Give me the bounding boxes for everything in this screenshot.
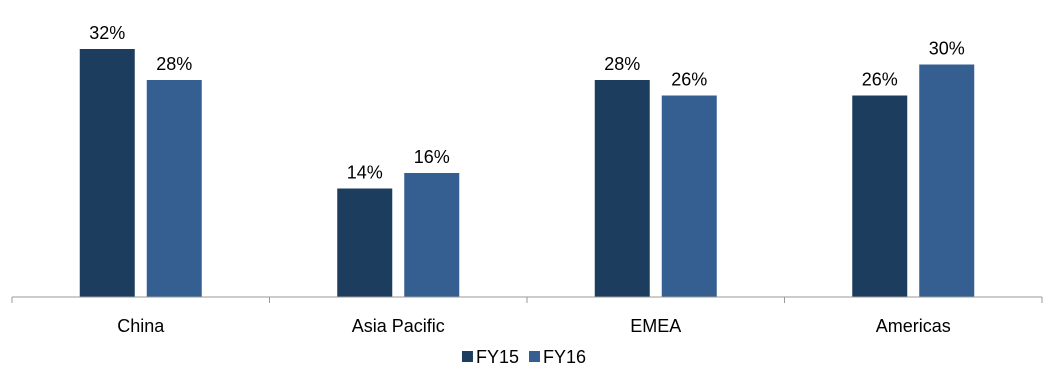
legend-swatch-fy16 — [529, 351, 540, 362]
bar-fy15-emea — [594, 80, 650, 297]
value-labels-layer: 32% 28% 14% 16% 28% 26% 26% 30% — [89, 23, 965, 183]
data-label-fy15-emea: 28% — [604, 54, 640, 74]
data-label-fy16-americas: 30% — [929, 39, 965, 59]
legend-swatch-fy15 — [461, 351, 473, 362]
data-label-fy16-asia-pacific: 16% — [414, 147, 450, 167]
data-label-fy16-emea: 26% — [671, 70, 707, 90]
data-label-fy15-china: 32% — [89, 23, 125, 43]
data-label-fy15-americas: 26% — [862, 70, 898, 90]
data-label-fy16-china: 28% — [156, 54, 192, 74]
bar-fy15-americas — [852, 95, 908, 297]
bar-fy16-americas — [919, 64, 975, 297]
data-label-fy15-asia-pacific: 14% — [347, 163, 383, 183]
legend: FY15 FY16 — [461, 347, 586, 367]
category-labels-layer: China Asia Pacific EMEA Americas — [117, 316, 951, 336]
category-label-china: China — [117, 316, 165, 336]
bar-fy15-china — [79, 49, 135, 297]
bar-fy15-asia-pacific — [337, 188, 393, 297]
bar-fy16-asia-pacific — [404, 173, 460, 297]
category-label-emea: EMEA — [630, 316, 681, 336]
bar-fy16-emea — [661, 95, 717, 297]
legend-label-fy16: FY16 — [543, 347, 586, 367]
category-label-asia-pacific: Asia Pacific — [352, 316, 445, 336]
bars-layer — [79, 49, 975, 297]
x-axis — [11, 296, 1043, 303]
category-label-americas: Americas — [876, 316, 951, 336]
legend-label-fy15: FY15 — [476, 347, 519, 367]
bar-fy16-china — [146, 80, 202, 297]
